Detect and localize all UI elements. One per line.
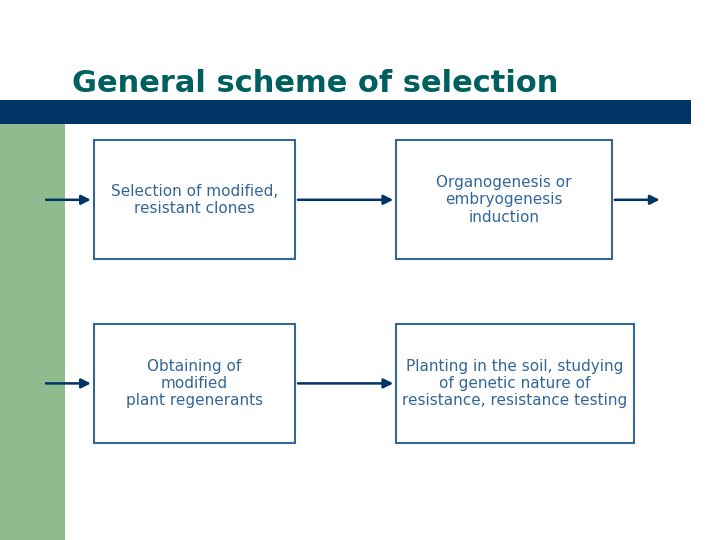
Bar [396,140,612,259]
Bar [396,324,634,443]
Text: Organogenesis or
embryogenesis
induction: Organogenesis or embryogenesis induction [436,175,572,225]
Bar [94,140,295,259]
Bar [0,100,691,124]
Text: Selection of modified,
resistant clones: Selection of modified, resistant clones [111,184,278,216]
Bar [0,0,65,540]
Text: Planting in the soil, studying
of genetic nature of
resistance, resistance testi: Planting in the soil, studying of geneti… [402,359,627,408]
Bar [0,0,94,119]
Bar [94,324,295,443]
Text: General scheme of selection: General scheme of selection [72,69,559,98]
Text: Obtaining of
modified
plant regenerants: Obtaining of modified plant regenerants [126,359,263,408]
